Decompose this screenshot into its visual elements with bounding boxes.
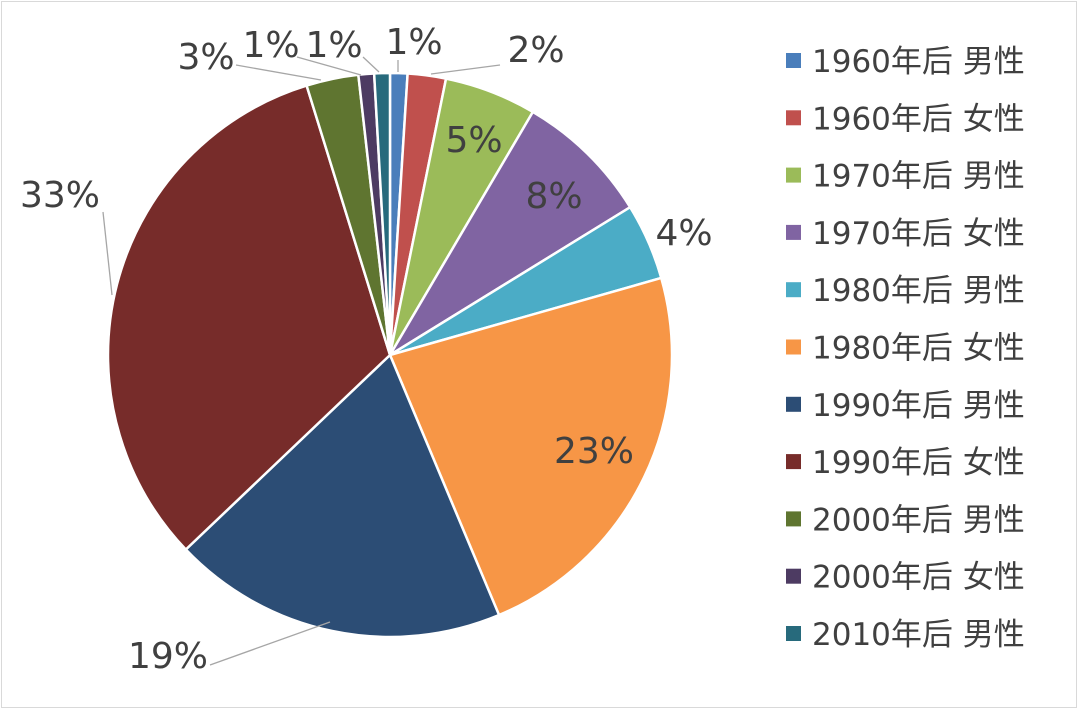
pie-slice-8 — [106, 84, 392, 552]
data-label-2: 2% — [507, 30, 564, 71]
legend-swatch-8 — [786, 454, 801, 470]
data-label-6: 23% — [554, 431, 634, 472]
legend-swatch-5 — [786, 282, 801, 298]
legend-swatch-9 — [786, 511, 801, 527]
pie-slice-11 — [372, 71, 392, 356]
data-label-3: 5% — [445, 120, 502, 161]
pie-slice-6 — [388, 276, 674, 617]
legend-label-8: 1990年后 女性 — [812, 445, 1025, 481]
leader-line-10 — [296, 56, 362, 76]
legend-swatch-7 — [786, 396, 801, 412]
data-label-5: 4% — [655, 213, 712, 254]
data-label-9: 3% — [177, 37, 234, 78]
data-label-7: 19% — [128, 636, 208, 677]
data-label-10: 1% — [242, 25, 299, 66]
legend-swatch-3 — [786, 167, 801, 183]
legend-swatch-6 — [786, 339, 801, 355]
legend-label-6: 1980年后 女性 — [812, 331, 1025, 367]
legend-swatch-10 — [786, 568, 801, 584]
pie-slice-7 — [184, 352, 501, 639]
legend-swatch-1 — [786, 53, 801, 68]
leader-line-8 — [102, 211, 113, 296]
legend-label-3: 1970年后 男性 — [812, 159, 1025, 195]
legend-label-9: 2000年后 男性 — [812, 502, 1025, 538]
legend-label-5: 1980年后 男性 — [812, 273, 1025, 309]
data-label-4: 8% — [525, 176, 582, 217]
pie-slice-4 — [388, 110, 632, 357]
leader-line-9 — [235, 64, 322, 81]
leader-line-11 — [362, 56, 380, 73]
data-label-1: 1% — [385, 22, 442, 63]
legend-swatch-11 — [786, 626, 801, 641]
legend-label-2: 1960年后 女性 — [812, 101, 1025, 137]
legend-label-10: 2000年后 女性 — [812, 560, 1025, 596]
legend-label-11: 2010年后 男性 — [812, 617, 1025, 653]
legend-label-7: 1990年后 男性 — [812, 388, 1025, 424]
legend-label-4: 1970年后 女性 — [812, 216, 1025, 252]
data-label-8: 33% — [20, 175, 100, 216]
legend-swatch-4 — [786, 224, 801, 240]
leader-line-7 — [209, 621, 331, 666]
legend-label-1: 1960年后 男性 — [812, 44, 1025, 80]
legend-swatch-2 — [786, 110, 801, 126]
data-label-11: 1% — [305, 25, 362, 66]
leader-line-2 — [430, 64, 501, 75]
